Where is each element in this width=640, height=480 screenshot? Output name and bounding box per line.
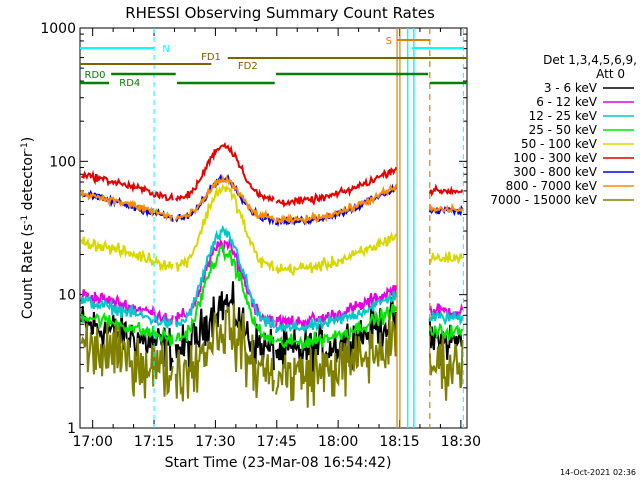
y-tick-label: 100 [49, 154, 76, 170]
flag-label-rd0: RD0 [85, 70, 106, 81]
legend-label: 800 - 7000 keV [506, 179, 598, 193]
x-axis-label: Start Time (23-Mar-08 16:54:42) [165, 455, 392, 471]
x-tick-label: 18:00 [318, 434, 358, 450]
flag-label-n: N [162, 44, 169, 55]
legend-header-2: Att 0 [596, 67, 625, 81]
series-line [80, 303, 464, 408]
series-line [80, 141, 464, 208]
y-axis-label-sup2: -1 [20, 142, 30, 151]
x-tick-label: 18:30 [441, 434, 481, 450]
legend-label: 100 - 300 keV [513, 151, 597, 165]
y-tick-label: 1 [67, 421, 76, 437]
footer-date: 14-Oct-2021 02:36 [560, 468, 636, 477]
y-axis-ticks: 1 10 100 1000 [40, 21, 467, 437]
series-line [80, 183, 464, 276]
flag-label-s: S [386, 36, 392, 47]
flag-label-rd4: RD4 [119, 78, 140, 89]
y-axis-label-part3: ) [20, 137, 36, 142]
series-line [80, 174, 464, 226]
y-axis-label-sup1: -1 [20, 215, 30, 224]
series-line [80, 173, 464, 228]
y-tick-label: 10 [58, 288, 76, 304]
flags-group: N S FD1 FD2 RD0 RD4 [80, 28, 467, 428]
series-line [80, 244, 464, 350]
legend-label: 25 - 50 keV [529, 123, 598, 137]
x-tick-label: 17:15 [134, 434, 174, 450]
legend-label: 3 - 6 keV [544, 81, 598, 95]
plot-area [79, 27, 468, 429]
chart-title: RHESSI Observing Summary Count Rates [125, 4, 435, 22]
legend-header-1: Det 1,3,4,5,6,9, [543, 53, 637, 67]
x-tick-label: 17:45 [257, 434, 297, 450]
y-axis-label-part1: Count Rate (s [20, 224, 36, 319]
y-axis-label-part2: detector [20, 151, 36, 215]
x-tick-label: 17:30 [195, 434, 235, 450]
plot-frame [79, 27, 468, 429]
legend-label: 50 - 100 keV [521, 137, 598, 151]
series-group [80, 141, 464, 408]
x-axis-ticks: 17:00 17:15 17:30 17:45 18:00 18:15 18:30 [73, 28, 481, 450]
legend-label: 7000 - 15000 keV [490, 193, 597, 207]
x-tick-label: 17:00 [73, 434, 113, 450]
legend-label: 12 - 25 keV [529, 109, 598, 123]
legend-label: 6 - 12 keV [536, 95, 598, 109]
y-tick-label: 1000 [40, 21, 76, 37]
y-axis-label: Count Rate (s-1 detector-1) [20, 137, 36, 319]
flag-label-fd2: FD2 [238, 61, 258, 72]
x-tick-label: 18:15 [379, 434, 419, 450]
series-line [80, 225, 464, 334]
legend-label: 300 - 800 keV [513, 165, 597, 179]
flag-label-fd1: FD1 [201, 52, 221, 63]
